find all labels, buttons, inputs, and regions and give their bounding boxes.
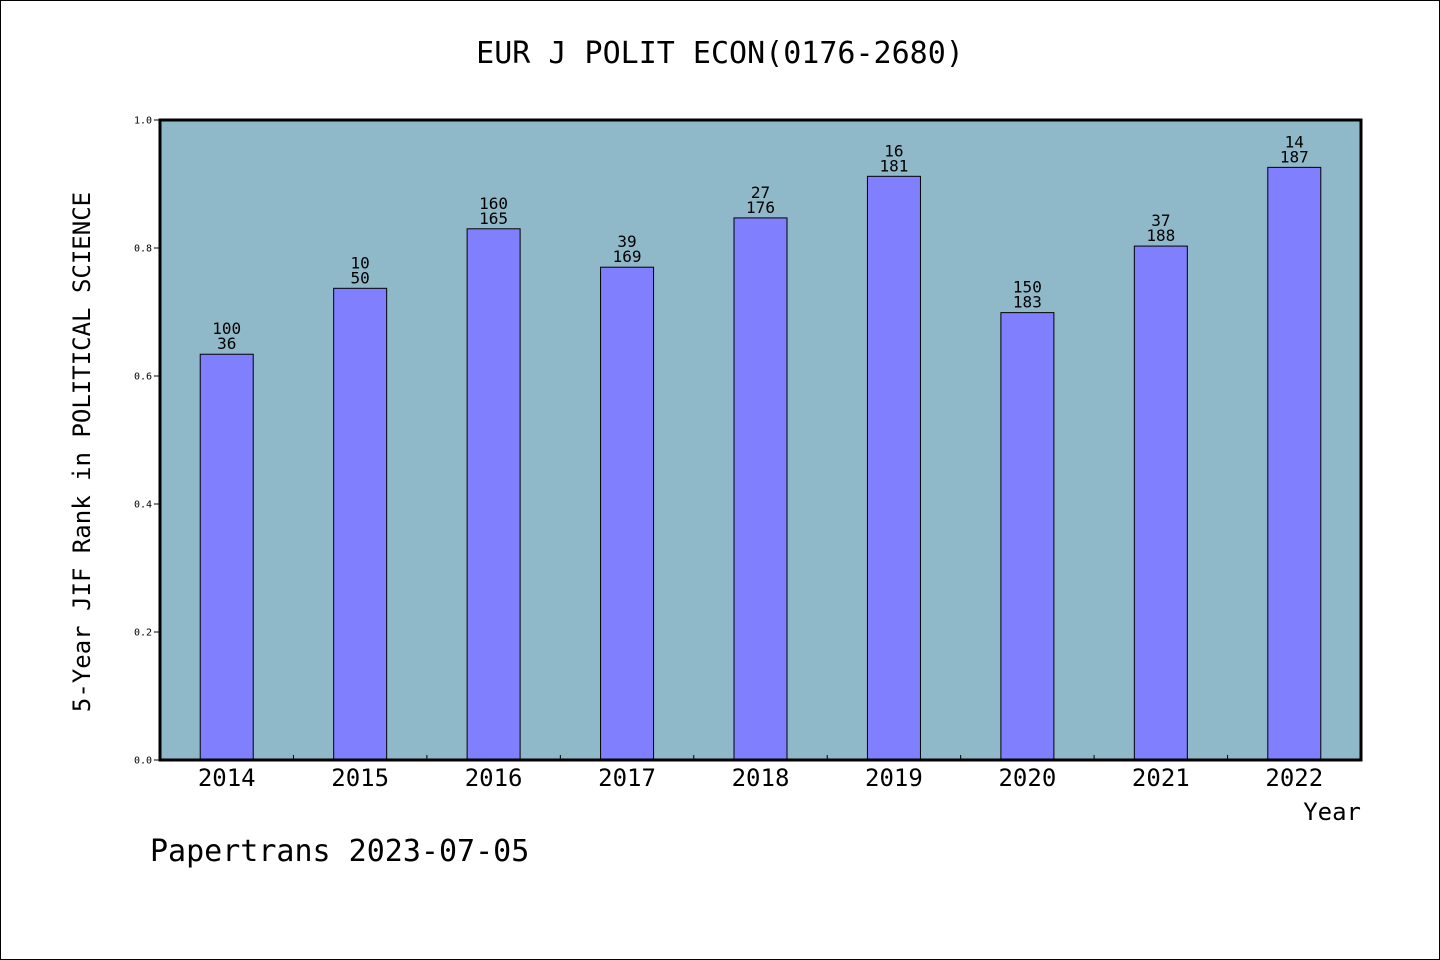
- x-tick-label-2020: 2020: [998, 764, 1056, 792]
- data-label-top-2016: 160: [479, 194, 508, 213]
- x-tick-label-2019: 2019: [865, 764, 923, 792]
- data-label-bottom-2022: 187: [1280, 147, 1309, 166]
- bar-2017: [600, 266, 655, 761]
- y-tick-label: 0.8: [134, 244, 152, 255]
- bar-2020: [1000, 312, 1055, 761]
- bar-2015: [333, 287, 388, 761]
- data-label-top-2014: 100: [212, 319, 241, 338]
- data-label-top-2020: 150: [1013, 278, 1042, 297]
- bar-2018: [733, 217, 788, 761]
- data-label-bottom-2020: 183: [1013, 293, 1042, 312]
- x-tick-label-2021: 2021: [1132, 764, 1190, 792]
- y-tick-label: 0.4: [134, 500, 152, 511]
- y-tick-label: 0.6: [134, 372, 152, 383]
- data-label-top-2022: 14: [1285, 132, 1304, 151]
- plot-border: [158, 118, 1363, 762]
- data-label-top-2021: 37: [1151, 211, 1170, 230]
- data-label-bottom-2018: 176: [746, 198, 775, 217]
- x-tick-label-2015: 2015: [331, 764, 389, 792]
- bar-2019: [866, 175, 921, 761]
- y-tick-label: 0.0: [134, 756, 152, 767]
- y-tick-label: 0.2: [134, 628, 152, 639]
- data-label-bottom-2016: 165: [479, 209, 508, 228]
- x-tick-label-2022: 2022: [1265, 764, 1323, 792]
- bar-2022: [1267, 166, 1322, 761]
- data-label-bottom-2017: 169: [613, 247, 642, 266]
- data-label-top-2015: 10: [351, 253, 370, 272]
- x-tick-label-2018: 2018: [732, 764, 790, 792]
- data-label-bottom-2019: 181: [879, 156, 908, 175]
- bar-2014: [199, 353, 254, 761]
- bar-2021: [1133, 245, 1188, 761]
- y-axis: 0.0 0.2 0.4 0.6 0.8 1.0: [134, 116, 160, 767]
- y-tick-label: 1.0: [134, 116, 152, 127]
- x-axis: 2014 2015 2016 2017 2018 2019 2020 2021 2022: [198, 755, 1323, 792]
- data-label-top-2019: 16: [884, 141, 903, 160]
- data-label-top-2018: 27: [751, 183, 770, 202]
- data-labels: 1003610501601653916927176161811501833718…: [212, 132, 1308, 353]
- x-tick-label-2014: 2014: [198, 764, 256, 792]
- data-label-bottom-2021: 188: [1146, 226, 1175, 245]
- y-axis-label: 5-Year JIF Rank in POLITICAL SCIENCE: [68, 192, 96, 712]
- x-tick-label-2017: 2017: [598, 764, 656, 792]
- footer-credit: Papertrans 2023-07-05: [150, 834, 530, 869]
- x-tick-label-2016: 2016: [465, 764, 523, 792]
- bar-2016: [466, 228, 521, 761]
- data-label-bottom-2015: 50: [351, 268, 370, 287]
- bars: [199, 166, 1322, 761]
- data-label-bottom-2014: 36: [217, 334, 236, 353]
- x-axis-label: Year: [1303, 798, 1361, 826]
- chart-title: EUR J POLIT ECON(0176-2680): [476, 36, 964, 71]
- data-label-top-2017: 39: [617, 232, 636, 251]
